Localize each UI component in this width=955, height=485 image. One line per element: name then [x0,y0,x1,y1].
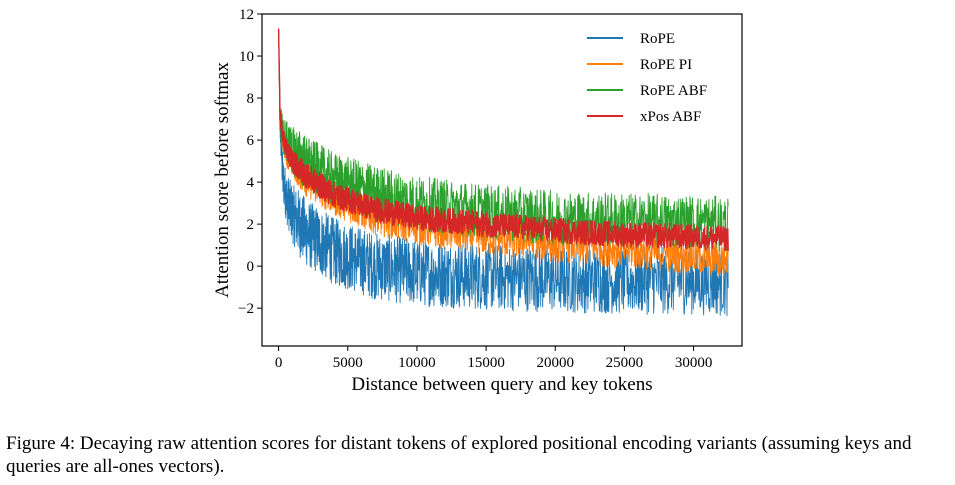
x-tick-label: 15000 [467,355,505,371]
legend-label: RoPE ABF [640,83,707,99]
chart-container: 0 5000 10000 15000 20000 25000 30000 −2 0 2 4 6 8 10… [212,7,743,395]
y-tick-label: 0 [247,259,255,275]
legend: RoPE RoPE PI RoPE ABF xPos ABF [587,31,707,125]
y-tick-label: −2 [238,301,254,317]
x-tick-label: 20000 [537,355,575,371]
line-chart: 0 5000 10000 15000 20000 25000 30000 −2 0 2 4 6 8 10… [212,7,743,395]
x-axis: 0 5000 10000 15000 20000 25000 30000 [275,346,712,371]
x-tick-label: 25000 [606,355,644,371]
y-axis: −2 0 2 4 6 8 10 12 [238,7,262,317]
y-axis-label: Attention score before softmax [212,62,233,298]
y-tick-label: 12 [239,7,254,23]
x-axis-label: Distance between query and key tokens [351,374,652,395]
y-tick-label: 8 [247,91,255,107]
x-tick-label: 30000 [675,355,713,371]
series-layer [277,28,729,317]
y-tick-label: 10 [239,49,254,65]
x-tick-label: 10000 [398,355,436,371]
x-tick-label: 0 [275,355,283,371]
legend-label: RoPE PI [640,57,692,73]
plot-frame [261,13,743,347]
series-line-rope [278,28,729,317]
figure-caption: Figure 4: Decaying raw attention scores … [6,433,912,477]
y-tick-label: 6 [247,133,255,149]
legend-label: xPos ABF [640,109,701,125]
x-tick-label: 5000 [333,355,363,371]
y-tick-label: 2 [247,217,255,233]
series-line-xpos-abf [277,28,729,252]
y-tick-label: 4 [247,175,255,191]
legend-label: RoPE [640,31,675,47]
